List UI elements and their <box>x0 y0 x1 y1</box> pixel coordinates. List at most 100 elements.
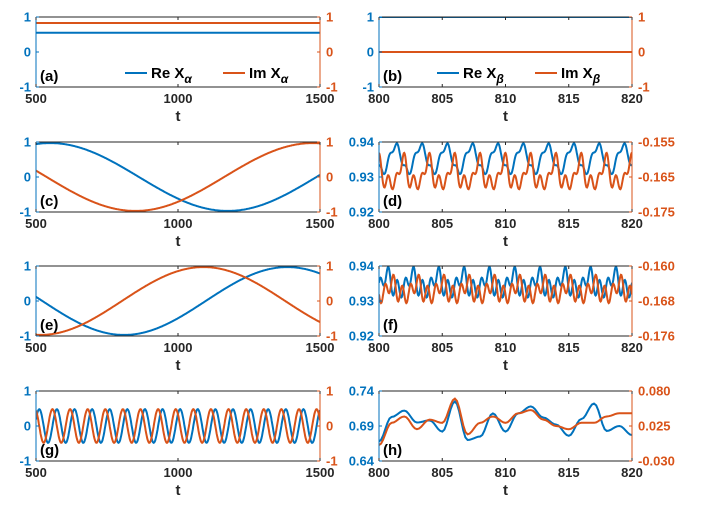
y-right-tick-label: -1 <box>326 454 338 469</box>
x-tick-label: 810 <box>495 340 517 355</box>
legend-subscript: β <box>495 72 504 86</box>
y-left-tick-label: 0.92 <box>349 205 374 220</box>
x-tick-label: 805 <box>431 465 453 480</box>
y-right-tick-label: -1 <box>638 80 650 95</box>
y-left-tick-label: 0 <box>24 45 31 60</box>
panel-a: 500 1000 1500 t -1 0 1 -1 0 1 (a) Re Xα Im Xα <box>19 10 337 126</box>
y-left-tick-label: 1 <box>24 135 31 150</box>
y-right-tick-label: -0.030 <box>638 454 675 469</box>
legend-entry: Im Xα <box>249 65 289 86</box>
y-right-tick-label: 1 <box>638 10 645 25</box>
x-tick-label: 810 <box>495 465 517 480</box>
series-line-im <box>379 151 632 191</box>
y-left-tick-label: 0 <box>24 170 31 185</box>
legend-subscript: α <box>281 72 289 86</box>
x-tick-label: 1000 <box>164 465 193 480</box>
panel-label: (e) <box>40 317 58 334</box>
x-tick-label: 805 <box>431 91 453 106</box>
panel-b: 800 805 810 815 820 t -1 0 1 -1 0 1 (b) Re Xβ Im Xβ <box>362 10 649 126</box>
legend-subscript: β <box>592 72 601 86</box>
x-tick-label: 800 <box>368 91 390 106</box>
panel-label: (a) <box>40 68 58 85</box>
x-tick-label: 805 <box>431 216 453 231</box>
x-axis-label: t <box>176 233 181 250</box>
x-axis-label: t <box>503 482 508 499</box>
series-line-re <box>379 400 632 443</box>
series-line-re <box>379 142 632 176</box>
y-right-tick-label: 0 <box>638 45 645 60</box>
x-axis-label: t <box>176 108 181 125</box>
y-right-tick-label: -0.175 <box>638 205 675 220</box>
legend-entry: Re Xβ <box>463 65 504 86</box>
x-tick-label: 800 <box>368 216 390 231</box>
y-right-tick-label: -1 <box>326 329 338 344</box>
y-left-tick-label: -1 <box>362 80 374 95</box>
series-line-im <box>36 266 320 336</box>
y-right-tick-label: 0 <box>326 170 333 185</box>
x-tick-label: 800 <box>368 340 390 355</box>
x-tick-label: 820 <box>621 465 643 480</box>
panel-label: (h) <box>383 442 402 459</box>
panel-h: 800 805 810 815 820 t 0.64 0.69 0.74 -0.030 0.025 0… <box>349 384 675 500</box>
y-left-tick-label: -1 <box>19 329 31 344</box>
panel-label: (c) <box>40 193 58 210</box>
y-left-tick-label: 0.69 <box>349 419 374 434</box>
x-tick-label: 820 <box>621 340 643 355</box>
y-left-tick-label: -1 <box>19 454 31 469</box>
series-line-im <box>379 397 632 446</box>
x-tick-label: 800 <box>368 465 390 480</box>
y-left-tick-label: 0.92 <box>349 329 374 344</box>
y-right-tick-label: -0.165 <box>638 170 675 185</box>
x-tick-label: 815 <box>558 465 580 480</box>
y-right-tick-label: -0.160 <box>638 259 675 274</box>
y-left-tick-label: 0.94 <box>349 259 375 274</box>
y-right-tick-label: -1 <box>326 205 338 220</box>
legend-entry: Im Xβ <box>561 65 601 86</box>
panel-e: 500 1000 1500 t -1 0 1 -1 0 1 (e) <box>19 259 337 375</box>
legend-subscript: α <box>184 72 192 86</box>
y-left-tick-label: 0.93 <box>349 294 374 309</box>
y-left-tick-label: 1 <box>24 384 31 399</box>
x-axis-label: t <box>503 233 508 250</box>
y-right-tick-label: 1 <box>326 259 333 274</box>
y-right-tick-label: 1 <box>326 10 333 25</box>
y-left-tick-label: 0.93 <box>349 170 374 185</box>
panel-g: 500 1000 1500 t -1 0 1 -1 0 1 (g) <box>19 384 337 500</box>
series-line-im <box>36 142 320 212</box>
x-tick-label: 820 <box>621 91 643 106</box>
x-tick-label: 500 <box>25 216 47 231</box>
y-right-tick-label: 1 <box>326 384 333 399</box>
series-line-im <box>379 273 632 305</box>
panel-label: (d) <box>383 193 402 210</box>
x-tick-label: 500 <box>25 465 47 480</box>
x-tick-label: 1500 <box>306 216 335 231</box>
y-left-tick-label: 1 <box>24 10 31 25</box>
x-axis-label: t <box>503 357 508 374</box>
x-axis-label: t <box>176 357 181 374</box>
y-right-tick-label: -0.168 <box>638 294 675 309</box>
x-tick-label: 805 <box>431 340 453 355</box>
y-left-tick-label: 1 <box>367 10 374 25</box>
legend: Re Xα Im Xα <box>125 65 289 86</box>
x-tick-label: 500 <box>25 91 47 106</box>
x-tick-label: 1000 <box>164 216 193 231</box>
y-left-tick-label: 1 <box>24 259 31 274</box>
y-right-tick-label: -1 <box>326 80 338 95</box>
y-right-tick-label: 0 <box>326 419 333 434</box>
y-left-tick-label: 0.64 <box>349 454 375 469</box>
x-tick-label: 815 <box>558 216 580 231</box>
x-tick-label: 1500 <box>306 340 335 355</box>
x-axis-label: t <box>176 482 181 499</box>
y-left-tick-label: 0 <box>367 45 374 60</box>
x-tick-label: 1500 <box>306 465 335 480</box>
y-left-tick-label: -1 <box>19 80 31 95</box>
x-tick-label: 810 <box>495 91 517 106</box>
y-right-tick-label: 0 <box>326 45 333 60</box>
y-left-tick-label: 0 <box>24 419 31 434</box>
panel-label: (b) <box>383 68 402 85</box>
y-left-tick-label: 0.74 <box>349 384 375 399</box>
y-right-tick-label: 0.080 <box>638 384 671 399</box>
x-tick-label: 815 <box>558 91 580 106</box>
x-tick-label: 1500 <box>306 91 335 106</box>
